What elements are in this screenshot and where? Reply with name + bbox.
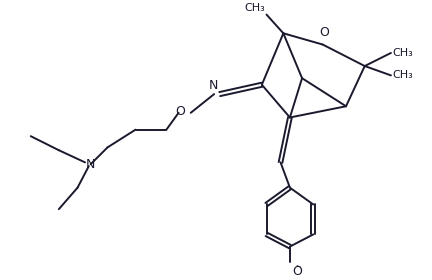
Text: O: O bbox=[292, 265, 302, 278]
Text: O: O bbox=[320, 26, 330, 39]
Text: CH₃: CH₃ bbox=[393, 70, 413, 80]
Text: CH₃: CH₃ bbox=[393, 48, 413, 58]
Text: N: N bbox=[86, 158, 95, 171]
Text: N: N bbox=[209, 79, 218, 92]
Text: CH₃: CH₃ bbox=[244, 3, 265, 13]
Text: O: O bbox=[175, 105, 185, 118]
